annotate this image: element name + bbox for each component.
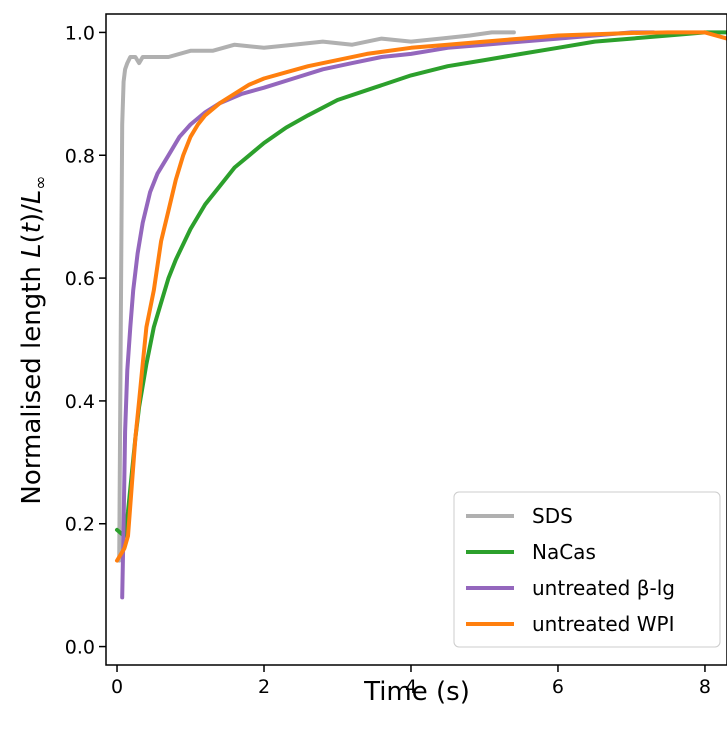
x-tick-label: 6 [552,676,564,698]
y-axis-label-prefix: Normalised length [17,258,47,505]
plot-frame [105,13,727,666]
y-tick-label: 0.0 [65,637,95,659]
legend-entries: SDS NaCas untreated β-lg untreated WPI [466,504,675,636]
legend-label: untreated WPI [532,612,674,636]
y-tick-label: 0.4 [65,391,95,413]
y-tick-label: 1.0 [65,22,95,44]
x-axis-label: Time (s) [363,677,470,707]
y-axis-label: Normalised length L(t)/L∞ [17,175,51,504]
series-line-untreated-wpi [115,30,727,563]
x-tick-label: 0 [111,676,123,698]
y-tick-label: 0.2 [65,514,95,536]
y-axis-label-sub: ∞ [31,175,51,189]
legend: SDS NaCas untreated β-lg untreated WPI [453,491,721,648]
x-tick-label: 4 [405,676,417,698]
ticks-layer: 0 2 4 6 8 0.0 0.2 0.4 0.6 0.8 1.0 [65,22,711,698]
y-axis-label-l2: L [17,190,47,205]
y-axis-label-t: t [17,222,47,233]
series-line-sds [117,30,516,563]
legend-label: NaCas [532,540,596,564]
y-axis-label-paren-open: ( [17,233,47,243]
series-layer [115,30,727,600]
legend-label: untreated β-lg [532,576,675,600]
y-axis-label-l1: L [17,243,47,258]
y-axis-label-paren-close: )/ [17,204,47,223]
x-tick-label: 8 [699,676,711,698]
y-tick-label: 0.8 [65,145,95,167]
legend-label: SDS [532,504,573,528]
legend-box [453,491,721,648]
y-tick-label: 0.6 [65,268,95,290]
x-tick-label: 2 [258,676,270,698]
